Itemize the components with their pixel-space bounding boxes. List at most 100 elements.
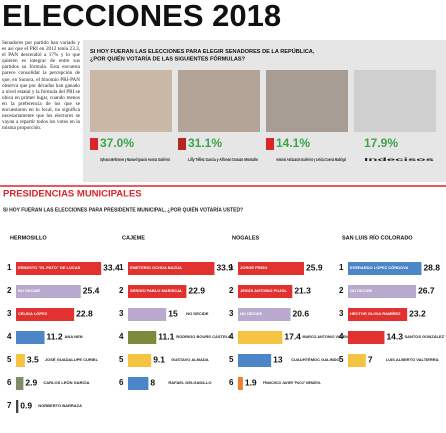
candidate-photo	[266, 70, 348, 132]
value-label: 20.6	[293, 308, 310, 318]
rank: 5	[229, 355, 234, 364]
senate-names: Lilly Téllez García y Alfonso Durazo Mon…	[188, 157, 258, 162]
candidate-name: SERGIO PABLO MARISCAL	[130, 288, 183, 293]
value-label: 33.9	[216, 262, 233, 272]
rank: 1	[339, 263, 344, 272]
rank: 4	[339, 332, 344, 341]
candidate-name: CÉLIDA LÓPEZ	[18, 311, 48, 316]
rank: 2	[339, 286, 344, 295]
value-label: 9.1	[153, 354, 165, 364]
rank: 2	[119, 286, 124, 295]
bar	[128, 308, 167, 321]
candidate-photo	[178, 70, 260, 132]
bar	[16, 400, 19, 413]
value-label: 22.8	[76, 308, 93, 318]
chart-title: HERMOSILLO	[10, 235, 47, 241]
bar	[348, 262, 422, 275]
bar	[348, 285, 417, 298]
bar	[128, 285, 187, 298]
value-label: 0.9	[20, 400, 32, 410]
bar	[16, 262, 102, 275]
party-logo	[90, 138, 98, 150]
bar	[238, 285, 293, 298]
rank: 2	[229, 286, 234, 295]
candidate-photo	[354, 70, 436, 132]
value-label: 13	[273, 354, 283, 364]
value-label: 11.2	[47, 331, 63, 341]
value-label: 33.4	[103, 262, 120, 272]
candidate-name: NO DECIDE	[186, 311, 209, 316]
bar	[128, 354, 152, 367]
rank: 3	[119, 309, 124, 318]
senate-poll: SI HOY FUERAN LAS ELECCIONES PARA ELEGIR…	[90, 48, 436, 162]
candidate-name: LUIS ALBERTO VALTIERRA	[386, 357, 439, 362]
value-label: 8	[150, 377, 155, 387]
candidate-name: NO DECIDE	[18, 288, 41, 293]
value-label: 28.8	[423, 262, 440, 272]
bar	[348, 331, 385, 344]
candidate-name: JESÚS ANTONIO PUJOL	[240, 288, 287, 293]
senate-percent: 14.1%	[276, 136, 310, 150]
rank: 4	[119, 332, 124, 341]
chart-title: SAN LUIS RÍO COLORADO	[342, 233, 413, 241]
rank: 7	[7, 401, 12, 410]
value-label: 22.9	[188, 285, 205, 295]
rank: 4	[229, 332, 234, 341]
rank: 2	[7, 286, 12, 295]
candidate-name: SANTOS GONZÁLEZ YESCAS	[404, 334, 446, 339]
bar	[238, 262, 305, 275]
candidate-name: MARCO ANTONIO VALENZUELA	[302, 334, 360, 339]
candidate-name: NO DECIDE	[350, 288, 373, 293]
candidate-name: EMETERIO OCHOA BAZÚA	[130, 265, 182, 270]
rank: 1	[119, 263, 124, 272]
value-label: 25.9	[306, 262, 323, 272]
rank: 5	[7, 355, 12, 364]
candidate-photo	[90, 70, 172, 132]
chart-title: CAJEME	[122, 235, 145, 241]
value-label: 11.1	[158, 331, 174, 341]
candidate-name: JORGE FREIG	[240, 265, 267, 270]
bar	[16, 377, 24, 390]
party-logo	[178, 138, 186, 150]
chart-title: NOGALES	[232, 235, 260, 241]
rank: 6	[229, 378, 234, 387]
rank: 3	[7, 309, 12, 318]
intro-text: Senadores por partido han variado y es a…	[2, 40, 80, 132]
senate-names: Indecisos	[364, 157, 436, 162]
rank: 3	[229, 309, 234, 318]
value-label: 15	[168, 308, 178, 318]
value-label: 2.9	[25, 377, 37, 387]
value-label: 3.5	[27, 354, 39, 364]
bar	[16, 354, 25, 367]
bar	[348, 354, 366, 367]
candidate-name: NO DECIDE	[240, 311, 263, 316]
value-label: 14.3	[386, 331, 403, 341]
bar	[238, 331, 283, 344]
bar	[238, 354, 272, 367]
bar	[238, 308, 291, 321]
rank: 5	[339, 355, 344, 364]
candidate-name: CARLOS LEÓN GARCÍA	[43, 380, 89, 385]
senate-names: Antonio Astiazarán Gutiérrez y Leticia C…	[276, 157, 346, 162]
bar	[238, 377, 243, 390]
rank: 4	[7, 332, 12, 341]
rank: 6	[119, 378, 124, 387]
senate-names: Sylvana Beltrones y Manuel Ignacio Acost…	[100, 157, 170, 162]
bar	[16, 331, 45, 344]
value-label: 21.3	[294, 285, 311, 295]
senate-percent: 37.0%	[100, 136, 134, 150]
rank: 1	[7, 263, 12, 272]
bar	[16, 285, 81, 298]
bar	[16, 308, 75, 321]
section-question: SI HOY FUERAN LAS ELECCIONES PARA PRESID…	[3, 205, 243, 213]
candidate-name: NORBERTO BARRAZA	[38, 403, 82, 408]
candidate-name: EVERARDO LÓPEZ CÓRDOVA	[350, 265, 408, 270]
bar	[348, 308, 408, 321]
page-title: ELECCIONES 2018	[2, 0, 281, 33]
candidate-name: GUSTAVO ALMADA	[171, 357, 209, 362]
candidate-name: ANA NEN	[65, 334, 83, 339]
party-logo	[266, 138, 274, 150]
